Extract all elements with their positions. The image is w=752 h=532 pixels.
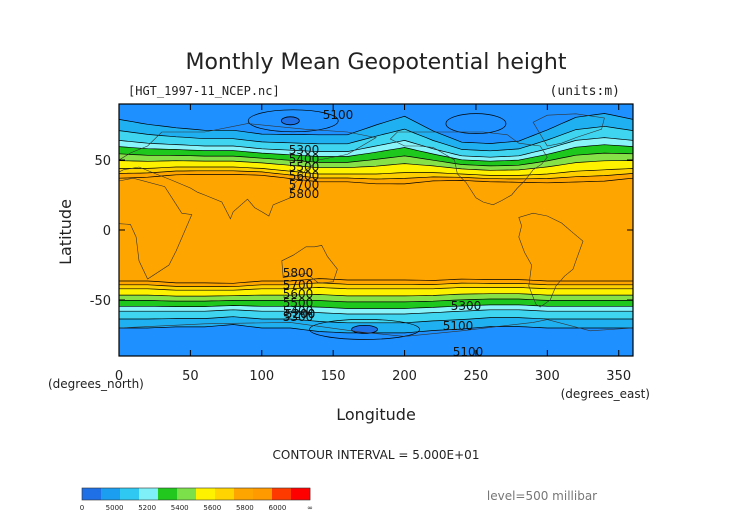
plot-area	[119, 104, 633, 356]
contour-lines	[119, 109, 633, 340]
y-tick-label: -50	[90, 294, 111, 309]
x-unit-label: (degrees_east)	[561, 387, 650, 401]
contour-north-7	[119, 170, 633, 180]
colorbar-label: 5800	[236, 504, 254, 512]
y-tick-label: 50	[94, 154, 111, 169]
colorbar-label: ∞	[307, 504, 313, 512]
colorbar-swatch	[234, 488, 254, 500]
x-axis: 0 50 100 150 200 250 300 350	[115, 104, 631, 384]
coastline-4	[518, 212, 584, 308]
coastline-0	[119, 177, 193, 280]
coastline-1	[119, 123, 377, 220]
colorbar-swatch	[272, 488, 292, 500]
y-axis: -50 0 50	[90, 154, 633, 309]
contour-label: 5600	[283, 287, 314, 301]
y-unit-label: (degrees_north)	[48, 377, 144, 391]
coastline-6	[119, 319, 633, 356]
contour-label: 5800	[289, 187, 320, 201]
contour-label: 5200	[285, 307, 316, 321]
contour-interval-text: CONTOUR INTERVAL = 5.000E+01	[273, 448, 480, 462]
contour-label: 5800	[283, 266, 314, 280]
contour-loop-north-a	[247, 109, 339, 133]
contour-north-3	[119, 144, 633, 162]
colorbar-swatch	[196, 488, 216, 500]
contour-south-5	[119, 293, 633, 297]
contour-north-1	[119, 125, 633, 152]
contour-label: 5500	[283, 296, 314, 310]
coastline-5	[532, 113, 605, 147]
contour-label: 5300	[289, 143, 320, 157]
contour-north-0	[119, 113, 633, 144]
contour-labels: 5100530054005500560057005800520053005100…	[283, 108, 484, 359]
colorbar-swatch	[120, 488, 140, 500]
contour-south-2	[119, 309, 633, 315]
contour-south-1	[119, 316, 633, 324]
contour-north-4	[119, 152, 633, 167]
x-tick-label: 0	[115, 369, 123, 384]
coastlines	[119, 113, 633, 356]
x-tick-label: 200	[392, 369, 417, 384]
colorbar-swatch	[158, 488, 178, 500]
contour-north-5	[119, 160, 633, 171]
low-pocket-north	[280, 116, 300, 126]
band-polar-north	[119, 104, 633, 144]
contour-label: 5300	[283, 310, 314, 324]
colorbar-swatch	[291, 488, 311, 500]
x-tick-label: 250	[464, 369, 489, 384]
colorbar-frame	[81, 487, 311, 501]
coastline-2	[281, 245, 338, 284]
file-label: [HGT_1997-11_NCEP.nc]	[128, 84, 280, 98]
contour-label: 5400	[289, 152, 320, 166]
coastline-3	[389, 131, 548, 206]
contour-loop-south-a	[309, 319, 420, 340]
colorbar-label: 5600	[203, 504, 221, 512]
contour-label: 5400	[283, 304, 314, 318]
contour-south-6	[119, 287, 633, 291]
contour-north-2	[119, 137, 633, 158]
contour-label: 5100	[323, 108, 354, 122]
contour-south-8	[119, 278, 633, 284]
contour-south-4	[119, 298, 633, 303]
contour-label: 5100	[453, 345, 484, 359]
colorbar-swatch	[215, 488, 235, 500]
y-axis-label: Latitude	[56, 199, 75, 265]
level-text: level=500 millibar	[487, 489, 597, 503]
x-tick-label: 150	[321, 369, 346, 384]
x-tick-label: 350	[606, 369, 631, 384]
contour-label: 5700	[289, 178, 320, 192]
colorbar-swatch	[253, 488, 273, 500]
contour-north-8	[119, 174, 633, 185]
contour-label: 5300	[451, 299, 482, 313]
contour-label: 5700	[283, 278, 314, 292]
chart-title: Monthly Mean Geopotential height	[185, 50, 566, 75]
colorbar-label: 0	[80, 504, 84, 512]
colorbar-label: 5000	[106, 504, 124, 512]
contour-south-0	[119, 324, 633, 334]
contour-south-3	[119, 304, 633, 309]
contour-label: 5200	[285, 307, 316, 321]
colorbar-swatch	[82, 488, 102, 500]
colorbar-label: 6000	[269, 504, 287, 512]
band-polar-south	[119, 324, 633, 356]
colorbar-label: 5200	[138, 504, 156, 512]
colorbar-swatch	[177, 488, 197, 500]
x-axis-label: Longitude	[336, 405, 416, 424]
colorbar-swatch	[139, 488, 159, 500]
colorbar-label: 5400	[171, 504, 189, 512]
units-label: (units:m)	[550, 84, 620, 99]
contour-label: 5500	[289, 160, 320, 174]
low-pocket-south	[351, 324, 378, 334]
contour-label: 5100	[443, 319, 474, 333]
contour-north-6	[119, 166, 633, 176]
x-tick-label: 300	[535, 369, 560, 384]
colorbar-swatch	[101, 488, 121, 500]
contour-label: 5600	[289, 169, 320, 183]
x-tick-label: 100	[249, 369, 274, 384]
contour-loop-north-b	[445, 113, 507, 134]
x-tick-label: 50	[182, 369, 199, 384]
contour-south-7	[119, 282, 633, 288]
y-tick-label: 0	[103, 224, 111, 239]
colorbar: 0 5000 5200 5400 5600 5800 6000 ∞	[80, 487, 313, 512]
